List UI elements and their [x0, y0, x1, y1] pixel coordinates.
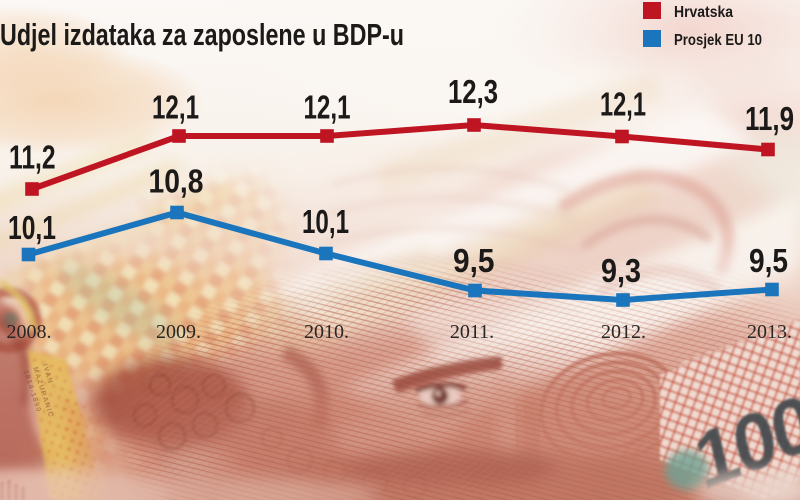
- svg-text:9,5: 9,5: [453, 242, 495, 279]
- svg-text:Udjel izdataka za zaposlene u: Udjel izdataka za zaposlene u BDP-u: [0, 17, 404, 52]
- svg-text:11,9: 11,9: [745, 100, 794, 137]
- svg-text:10,1: 10,1: [302, 203, 349, 240]
- svg-text:2011.: 2011.: [450, 321, 494, 343]
- svg-text:10,1: 10,1: [8, 209, 56, 246]
- svg-text:2008.: 2008.: [7, 321, 52, 343]
- svg-text:12,1: 12,1: [152, 89, 199, 126]
- svg-text:Prosjek EU 10: Prosjek EU 10: [674, 32, 762, 49]
- svg-text:2009.: 2009.: [156, 321, 201, 343]
- svg-text:12,3: 12,3: [448, 73, 498, 110]
- svg-text:2012.: 2012.: [601, 321, 646, 343]
- svg-text:12,1: 12,1: [600, 86, 646, 123]
- svg-text:11,2: 11,2: [9, 138, 56, 175]
- svg-text:10,8: 10,8: [149, 163, 204, 200]
- svg-text:9,5: 9,5: [749, 242, 788, 279]
- svg-text:9,3: 9,3: [601, 252, 641, 289]
- svg-text:Hrvatska: Hrvatska: [674, 4, 733, 21]
- svg-text:2013.: 2013.: [747, 321, 792, 343]
- svg-text:12,1: 12,1: [304, 89, 351, 126]
- svg-text:2010.: 2010.: [304, 321, 349, 343]
